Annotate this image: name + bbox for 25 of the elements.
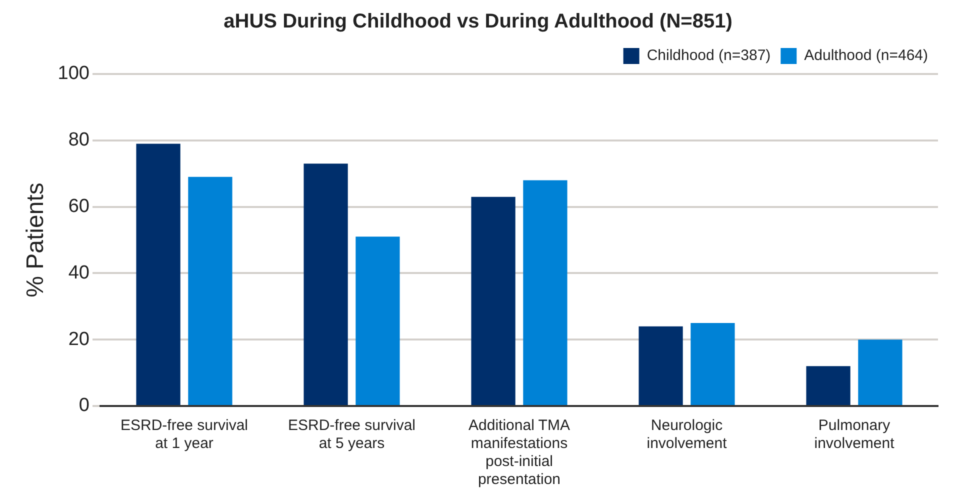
y-tick-label: 0 [78,395,90,416]
bar [523,180,568,405]
y-tick-label: 20 [68,328,90,350]
x-tick-label: ESRD-free survival at 5 years [288,417,416,452]
bar [638,326,683,405]
y-tick-label: 40 [68,262,90,284]
y-tick-label: 80 [68,130,90,151]
legend-label: Childhood (n=387) [646,47,771,64]
bar [690,323,735,405]
bar [304,164,348,405]
y-tick-label: 60 [68,196,90,218]
x-tick-label: Pulmonary involvement [814,417,896,452]
x-tick-label: ESRD-free survival at 1 year [120,417,248,452]
x-tick-label: Additional TMA manifestations post-initial presentation [468,417,570,488]
bar [858,340,902,405]
bar [136,144,180,405]
y-axis-title: % Patients [22,182,50,298]
chart-title: aHUS During Childhood vs During Adulthood (N=851) [224,10,732,33]
legend-label: Adulthood (n=464) [804,47,928,64]
x-tick-label: Neurologic involvement [646,417,728,452]
bar [188,176,232,405]
y-tick-label: 100 [58,63,90,84]
bar [471,196,516,405]
bar [356,236,400,405]
bar [806,366,850,405]
